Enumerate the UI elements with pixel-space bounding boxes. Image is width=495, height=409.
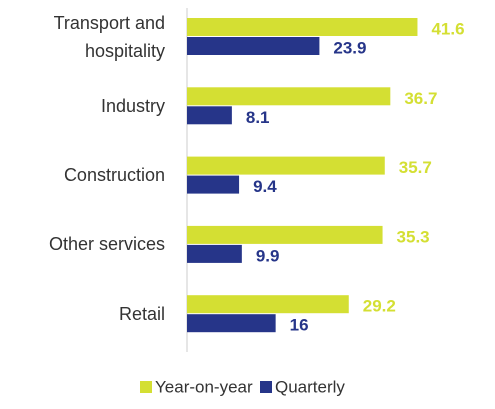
value-label: 8.1 xyxy=(246,108,270,127)
value-label: 23.9 xyxy=(333,38,366,57)
value-label: 9.4 xyxy=(253,177,277,196)
bar xyxy=(187,295,349,314)
bar xyxy=(187,87,391,106)
value-label: 41.6 xyxy=(431,19,464,38)
bar xyxy=(187,225,383,244)
value-label: 9.9 xyxy=(256,246,280,265)
category-label: Retail xyxy=(118,303,165,324)
value-label: 35.3 xyxy=(397,227,430,246)
bar xyxy=(187,314,276,333)
legend-swatch xyxy=(260,381,272,393)
value-label: 16 xyxy=(290,316,309,335)
value-label: 35.7 xyxy=(399,158,432,177)
category-label: Transport and hospitality xyxy=(53,12,165,61)
category-label: Other services xyxy=(48,234,165,255)
bar xyxy=(187,156,385,175)
category-label: Construction xyxy=(63,165,165,186)
bar xyxy=(187,106,232,125)
legend-label: Year-on-year xyxy=(155,377,253,396)
legend-swatch xyxy=(140,381,152,393)
bar xyxy=(187,37,320,55)
bar xyxy=(187,18,418,36)
bar xyxy=(187,244,242,263)
category-label: Industry xyxy=(100,95,165,116)
legend-label: Quarterly xyxy=(275,377,345,396)
bar xyxy=(187,175,240,194)
value-label: 36.7 xyxy=(404,89,437,108)
value-label: 29.2 xyxy=(363,297,396,316)
